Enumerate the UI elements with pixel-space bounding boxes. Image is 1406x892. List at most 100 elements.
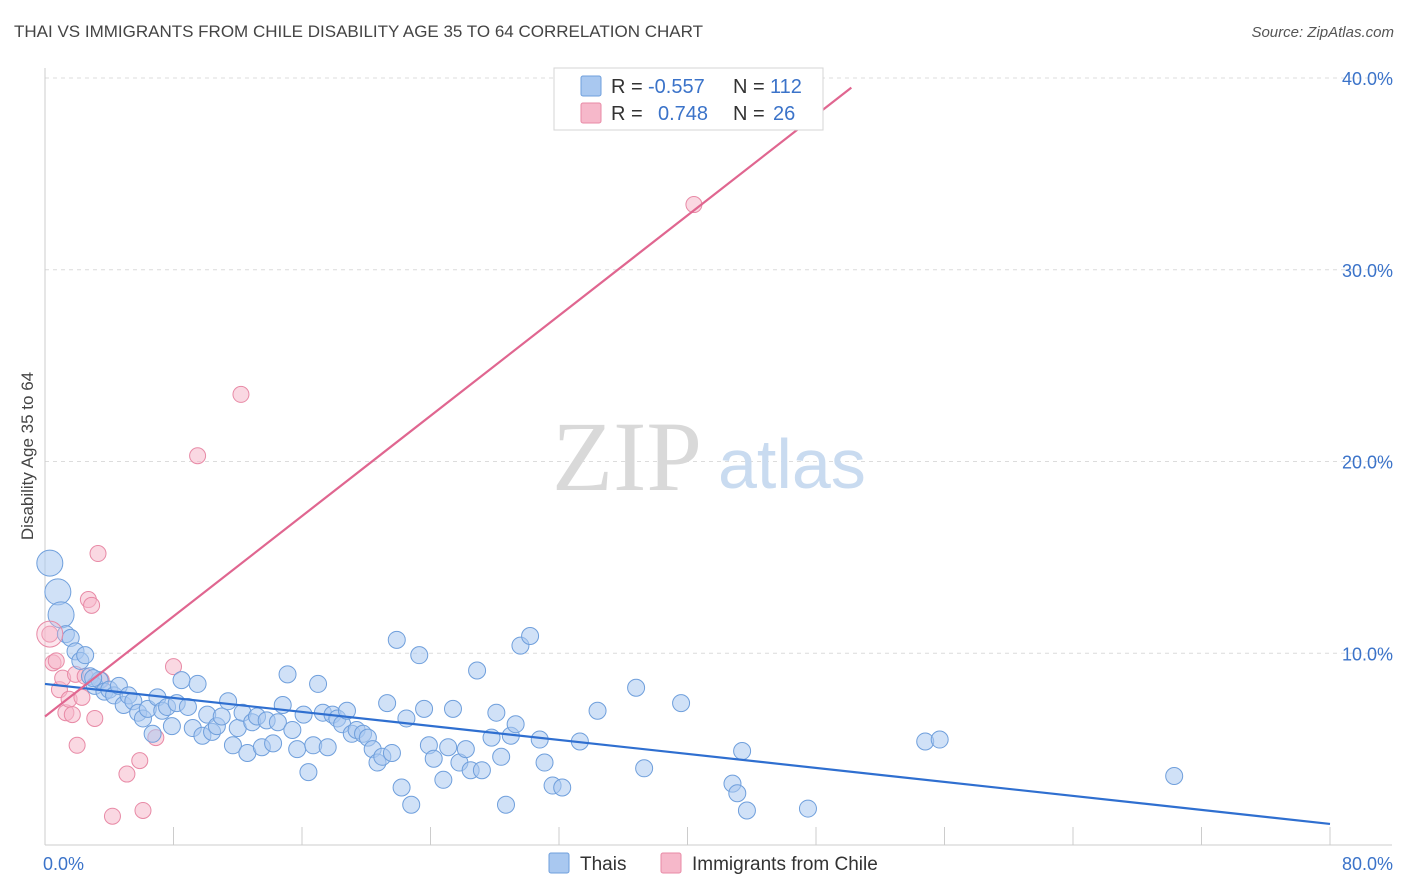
point-thais-110 bbox=[1165, 766, 1184, 785]
chart-title: THAI VS IMMIGRANTS FROM CHILE DISABILITY… bbox=[14, 22, 703, 41]
y-tick-label-0: 10.0% bbox=[1342, 644, 1393, 664]
point-thais-73 bbox=[402, 795, 421, 814]
legend-r-label-thais: R = bbox=[611, 76, 643, 98]
point-thais-107 bbox=[798, 799, 817, 818]
legend-swatch-chile bbox=[580, 102, 602, 124]
point-thais-105 bbox=[733, 742, 752, 761]
point-thais-45 bbox=[264, 734, 283, 753]
grid-lines bbox=[45, 77, 1392, 654]
point-thais-91 bbox=[506, 715, 525, 734]
legend-n-label-thais: N = bbox=[733, 76, 765, 98]
point-thais-69 bbox=[382, 743, 401, 762]
stats-legend: R = -0.557 N = 112 R = 0.748 N = 26 bbox=[553, 67, 824, 131]
point-chile-23 bbox=[189, 447, 207, 465]
legend-r-value-thais: -0.557 bbox=[648, 76, 705, 98]
point-thais-36 bbox=[219, 692, 238, 711]
point-thais-54 bbox=[309, 674, 328, 693]
point-thais-71 bbox=[392, 778, 411, 797]
point-thais-37 bbox=[223, 736, 242, 755]
point-chile-2 bbox=[47, 652, 65, 670]
point-thais-68 bbox=[378, 694, 397, 713]
legend-swatch-thais-bottom bbox=[548, 852, 570, 874]
trend-line-thais bbox=[44, 682, 1331, 826]
y-tick-label-2: 30.0% bbox=[1342, 261, 1393, 281]
point-thais-88 bbox=[492, 747, 511, 766]
point-thais-50 bbox=[288, 740, 307, 759]
point-thais-49 bbox=[283, 720, 302, 739]
point-thais-75 bbox=[415, 699, 434, 718]
point-thais-7 bbox=[76, 646, 95, 665]
point-chile-20 bbox=[134, 801, 152, 819]
legend-n-value-chile: 26 bbox=[773, 103, 795, 125]
point-thais-104 bbox=[728, 784, 747, 803]
source-label: Source: ZipAtlas.com bbox=[1251, 24, 1394, 41]
point-thais-106 bbox=[737, 801, 756, 820]
point-thais-46 bbox=[268, 713, 287, 732]
point-thais-51 bbox=[294, 705, 313, 724]
point-thais-95 bbox=[535, 753, 554, 772]
point-thais-25 bbox=[162, 717, 181, 736]
point-thais-101 bbox=[635, 759, 654, 778]
point-chile-10 bbox=[73, 688, 91, 706]
legend-n-label-chile: N = bbox=[733, 103, 765, 125]
point-chile-18 bbox=[118, 765, 136, 783]
point-thais-100 bbox=[627, 678, 646, 697]
point-thais-80 bbox=[443, 699, 462, 718]
point-chile-22 bbox=[165, 658, 182, 676]
legend-label-thais: Thais bbox=[580, 854, 626, 875]
point-thais-21 bbox=[143, 724, 162, 743]
point-chile-large bbox=[36, 620, 64, 648]
point-thais-74 bbox=[410, 646, 429, 665]
point-thais-56 bbox=[318, 738, 337, 757]
point-thais-99 bbox=[588, 701, 607, 720]
point-thais-82 bbox=[456, 740, 475, 759]
point-thais-89 bbox=[496, 795, 515, 814]
series-legend: Thais Immigrants from Chile bbox=[548, 852, 878, 875]
watermark: ZIP atlas bbox=[552, 401, 866, 512]
point-chile-19 bbox=[131, 752, 149, 770]
point-thais-78 bbox=[434, 770, 453, 789]
trend-lines bbox=[44, 86, 1331, 826]
point-thais-0 bbox=[36, 549, 64, 577]
point-thais-84 bbox=[468, 661, 487, 680]
point-thais-60 bbox=[337, 701, 356, 720]
point-thais-30 bbox=[188, 674, 207, 693]
y-axis-label: Disability Age 35 to 64 bbox=[18, 372, 37, 540]
watermark-zip: ZIP bbox=[552, 401, 702, 512]
point-thais-27 bbox=[172, 671, 191, 690]
y-tick-label-1: 20.0% bbox=[1342, 453, 1393, 473]
point-thais-97 bbox=[553, 778, 572, 797]
point-chile-7 bbox=[63, 706, 81, 724]
point-chile-13 bbox=[83, 596, 101, 614]
legend-swatch-thais bbox=[580, 75, 602, 97]
point-thais-70 bbox=[387, 630, 406, 649]
point-thais-52 bbox=[299, 763, 318, 782]
point-chile-17 bbox=[103, 807, 121, 825]
legend-r-value-chile: 0.748 bbox=[658, 103, 708, 125]
x-tick-label-1: 80.0% bbox=[1342, 854, 1393, 874]
trend-line-chile bbox=[44, 86, 853, 718]
point-thais-87 bbox=[487, 703, 506, 722]
point-thais-77 bbox=[424, 749, 443, 768]
watermark-atlas: atlas bbox=[718, 425, 866, 503]
point-chile-9 bbox=[68, 736, 86, 754]
x-tick-label-0: 0.0% bbox=[43, 854, 84, 874]
legend-swatch-chile-bottom bbox=[660, 852, 682, 874]
point-thais-1 bbox=[44, 578, 72, 606]
tick-labels: 10.0% 20.0% 30.0% 40.0% 0.0% 80.0% bbox=[43, 69, 1393, 874]
legend-n-value-thais: 112 bbox=[770, 76, 802, 98]
point-thais-102 bbox=[672, 694, 691, 713]
point-thais-93 bbox=[521, 626, 540, 645]
legend-label-chile: Immigrants from Chile bbox=[692, 854, 878, 875]
point-thais-109 bbox=[930, 730, 949, 749]
point-chile-24 bbox=[232, 385, 250, 403]
point-chile-15 bbox=[89, 545, 107, 563]
point-thais-85 bbox=[472, 761, 491, 780]
point-thais-79 bbox=[439, 738, 458, 757]
y-tick-label-3: 40.0% bbox=[1342, 69, 1393, 89]
legend-r-label-chile: R = bbox=[611, 103, 643, 125]
point-thais-35 bbox=[212, 707, 231, 726]
point-chile-14 bbox=[86, 709, 104, 727]
point-thais-48 bbox=[278, 665, 297, 684]
